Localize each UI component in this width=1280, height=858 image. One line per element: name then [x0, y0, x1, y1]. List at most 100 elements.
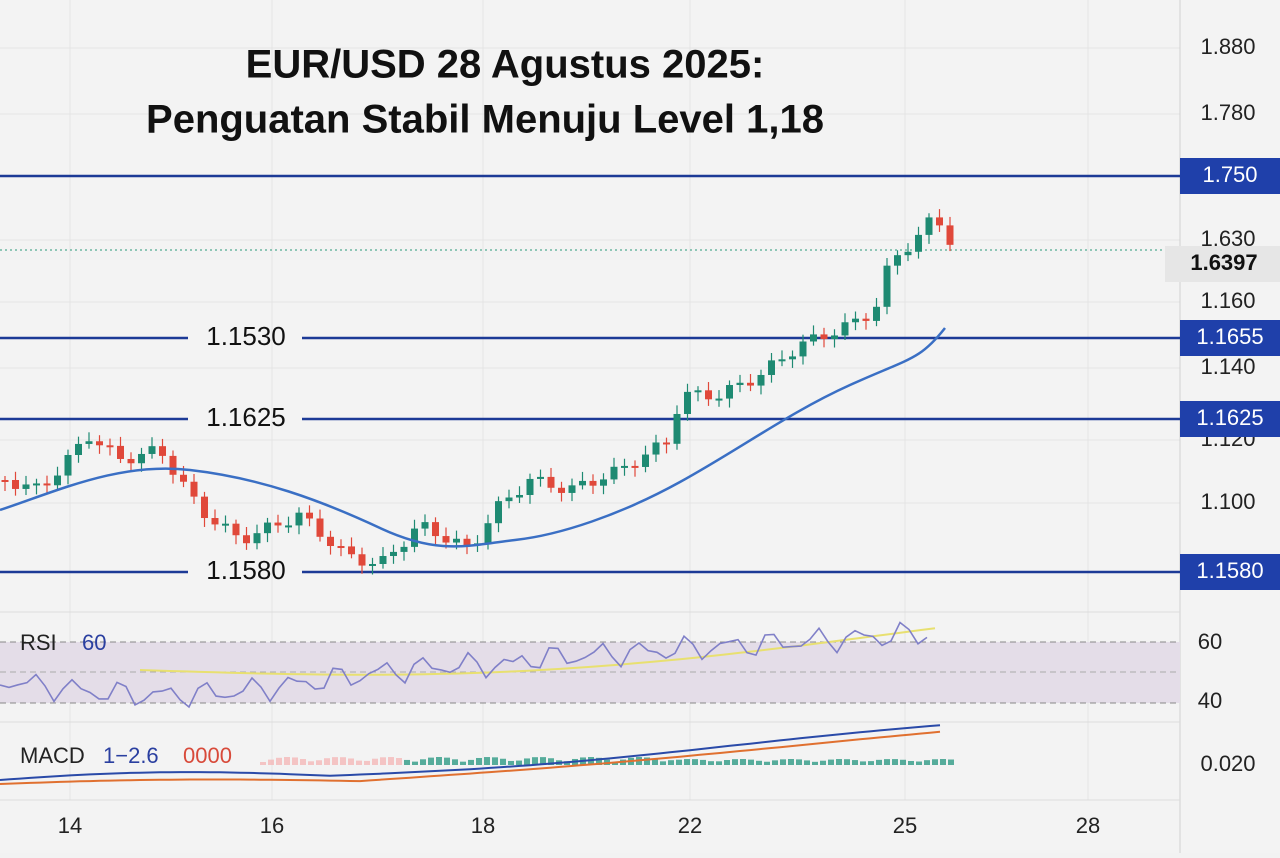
- candle-body: [96, 441, 103, 446]
- candle-body: [43, 483, 51, 486]
- macd-histogram: [812, 761, 818, 765]
- macd-histogram: [476, 757, 482, 765]
- candle-body: [600, 479, 607, 486]
- macd-histogram: [740, 759, 746, 765]
- macd-histogram: [764, 761, 770, 765]
- macd-histogram: [700, 759, 706, 765]
- candles: [1, 209, 954, 575]
- macd-histogram: [260, 762, 266, 765]
- macd-histogram: [436, 757, 442, 765]
- macd-histogram: [692, 759, 698, 765]
- candle-body: [295, 512, 303, 526]
- macd-histogram: [548, 758, 554, 765]
- macd-histogram: [404, 759, 410, 765]
- macd-histogram: [716, 761, 722, 765]
- candle-body: [673, 413, 681, 444]
- macd-histogram: [900, 759, 906, 765]
- candle-body: [12, 480, 19, 489]
- candle-body: [337, 546, 345, 549]
- macd-histogram: [884, 759, 890, 765]
- candle-body: [211, 518, 219, 525]
- rsi-line: [0, 621, 928, 709]
- rsi-value: 60: [82, 630, 106, 655]
- macd-histogram: [860, 761, 866, 765]
- candle-body: [925, 217, 933, 235]
- candle-body: [274, 522, 282, 526]
- macd-histogram: [772, 760, 778, 765]
- macd-histogram: [284, 757, 290, 765]
- candle-body: [64, 455, 72, 476]
- candle-body: [285, 525, 292, 528]
- macd-histogram: [844, 759, 850, 765]
- price-label: 1.880: [1200, 34, 1255, 59]
- candle-body: [421, 522, 429, 529]
- candle-body: [505, 497, 513, 502]
- candle-body: [936, 217, 943, 226]
- macd-histogram: [892, 759, 898, 765]
- candle-body: [138, 453, 145, 464]
- candle-body: [915, 234, 922, 252]
- price-label: 1.100: [1200, 489, 1255, 514]
- macd-histogram: [364, 760, 370, 765]
- x-label: 25: [893, 813, 917, 838]
- candle-body: [127, 458, 135, 464]
- macd-histogram: [828, 759, 834, 765]
- candle-body: [757, 374, 765, 386]
- macd-line: [0, 724, 941, 781]
- macd-histogram: [316, 760, 322, 765]
- macd-histogram: [516, 760, 522, 765]
- macd-signal: [0, 730, 941, 785]
- macd-histogram: [868, 761, 874, 765]
- macd-histogram: [420, 759, 426, 765]
- candle-body: [747, 382, 754, 386]
- current-price: 1.6397: [1190, 250, 1257, 275]
- candle-body: [117, 445, 124, 459]
- candle-body: [106, 445, 114, 448]
- macd-axis-label: 0.020: [1200, 751, 1255, 776]
- x-label: 28: [1076, 813, 1100, 838]
- macd-histogram: [908, 760, 914, 765]
- macd-histogram: [916, 761, 922, 765]
- candle-body: [715, 398, 723, 401]
- macd-histogram: [492, 757, 498, 765]
- candle-body: [642, 454, 649, 467]
- level-left-label: 1.1530: [206, 321, 286, 351]
- macd-histogram: [380, 757, 386, 765]
- candle-body: [789, 356, 796, 360]
- macd-histogram: [396, 758, 402, 765]
- macd-histogram: [708, 761, 714, 765]
- macd-histogram: [652, 759, 658, 765]
- macd-histogram: [372, 758, 378, 765]
- candle-body: [726, 385, 733, 399]
- candle-body: [810, 334, 817, 342]
- macd-histogram: [412, 761, 418, 765]
- candle-body: [264, 522, 271, 534]
- candle-body: [589, 480, 597, 486]
- candle-body: [358, 554, 366, 566]
- candle-body: [243, 535, 250, 544]
- x-label: 22: [678, 813, 702, 838]
- macd-histogram: [732, 759, 738, 765]
- candle-body: [369, 563, 376, 566]
- candle-body: [516, 494, 523, 498]
- candle-body: [820, 334, 828, 340]
- macd-histogram: [684, 759, 690, 765]
- price-label: 1.160: [1200, 288, 1255, 313]
- candle-body: [663, 442, 670, 445]
- candle-body: [453, 538, 460, 543]
- candle-body: [54, 475, 61, 486]
- macd-histogram: [532, 757, 538, 765]
- grid: [0, 0, 1180, 800]
- candle-body: [537, 476, 544, 479]
- level-box: [1180, 554, 1280, 590]
- candle-body: [411, 528, 418, 547]
- macd-histogram: [540, 757, 546, 765]
- candle-body: [400, 546, 408, 552]
- candle-body: [379, 556, 387, 564]
- level-label: 1.1655: [1196, 324, 1263, 349]
- title-line: EUR/USD 28 Agustus 2025:: [246, 43, 765, 87]
- candle-body: [327, 536, 334, 547]
- macd-histogram: [356, 760, 362, 765]
- candle-body: [568, 485, 576, 493]
